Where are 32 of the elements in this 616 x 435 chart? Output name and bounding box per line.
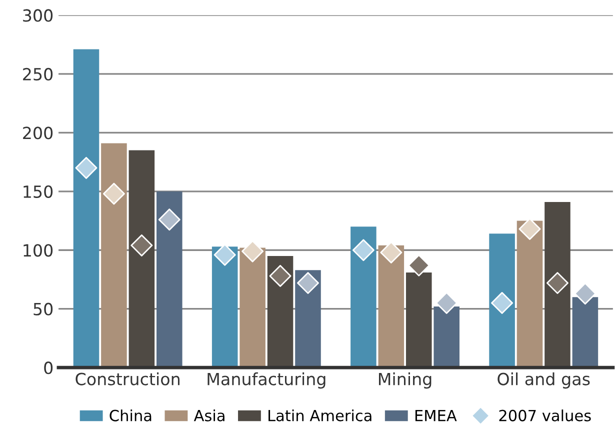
bar	[128, 150, 155, 368]
bar	[434, 306, 460, 368]
bar	[73, 49, 100, 368]
y-tick-label: 250	[23, 68, 53, 81]
bar	[406, 272, 432, 368]
y-tick-label: 50	[34, 302, 53, 316]
y-tick-label: 0	[44, 362, 53, 374]
x-tick-label: Oil and gas	[498, 372, 590, 389]
y-tick-label: 300	[23, 9, 53, 22]
bar	[240, 248, 266, 368]
y-tick-label: 150	[24, 185, 53, 198]
bar	[350, 226, 376, 368]
legend-label: Latin America	[268, 410, 372, 422]
bar	[572, 297, 598, 368]
y-tick-label: 200	[23, 126, 53, 140]
bar	[267, 256, 294, 368]
x-tick-label: Mining	[378, 372, 432, 389]
bar	[101, 143, 127, 368]
bar	[544, 202, 570, 368]
bar	[489, 234, 515, 368]
x-tick-label: Manufacturing	[208, 372, 326, 389]
y-tick-label: 100	[24, 244, 53, 257]
legend-label: 2007 values	[499, 410, 591, 422]
legend-label: EMEA	[415, 410, 457, 422]
legend-label: China	[110, 410, 152, 422]
bar	[516, 220, 543, 368]
legend-label: Asia	[194, 410, 224, 422]
x-tick-label: Construction	[76, 372, 180, 386]
bar	[156, 191, 182, 368]
bar	[295, 270, 321, 368]
bar	[378, 245, 404, 368]
bar	[212, 246, 238, 368]
